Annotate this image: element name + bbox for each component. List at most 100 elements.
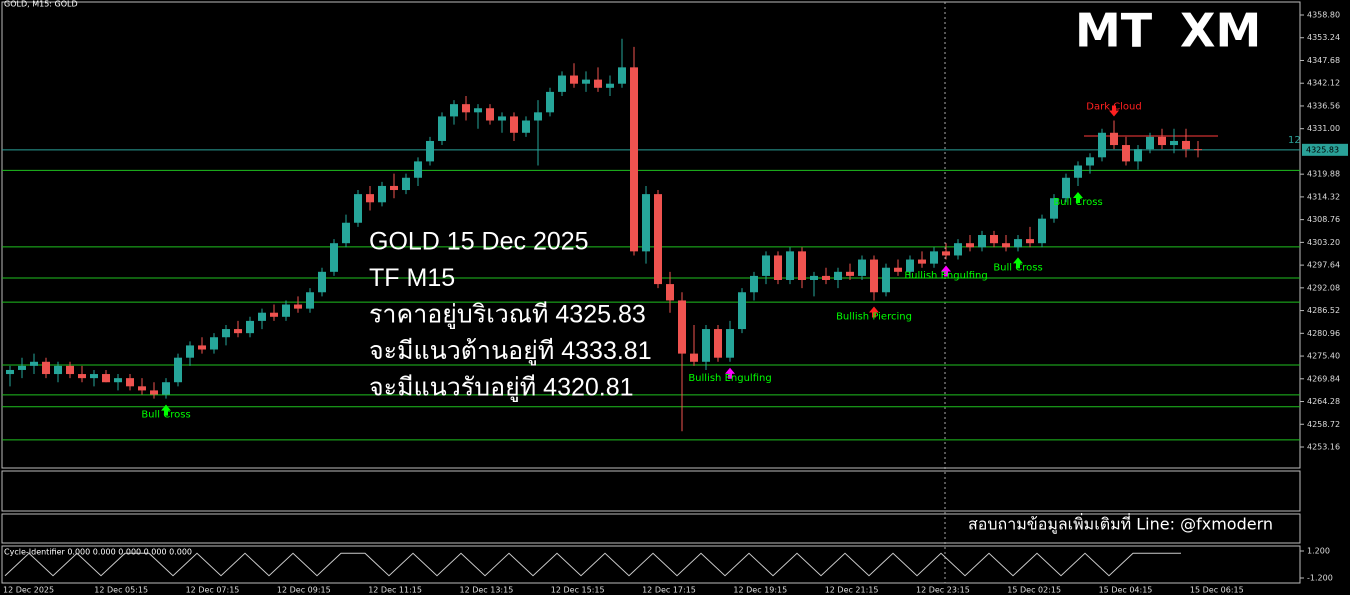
pattern-arrow [869, 306, 879, 318]
overlay-text: TF M15 [369, 264, 455, 292]
candle-body [546, 91, 554, 113]
candle-body [342, 222, 350, 244]
pattern-label: Bull Cross [141, 410, 190, 421]
candle-body [162, 382, 170, 395]
candle-body [234, 329, 242, 334]
candle-body [438, 116, 446, 141]
y-tick-label: 4308.76 [1307, 215, 1340, 224]
candle-body [630, 67, 638, 252]
candle-body [1134, 149, 1142, 162]
candle-body [750, 275, 758, 293]
candle-body [294, 304, 302, 309]
overlay-text: จะมีแนวรับอยู่ที 4320.81 [369, 374, 634, 403]
candle-body [6, 369, 14, 375]
candle-body [42, 361, 50, 375]
logo-xm: XM [1180, 4, 1261, 58]
candle-body [966, 243, 974, 248]
overlay-text: ราคาอยู่บริเวณที 4325.83 [369, 301, 646, 330]
x-tick-label: 12 Dec 19:15 [733, 586, 787, 595]
pattern-arrow [1109, 105, 1119, 117]
cycle-tick-label: -1.200 [1307, 574, 1333, 583]
footer-text: สอบถามข้อมูลเพิ่มเติมที่ Line: @fxmodern [968, 513, 1273, 535]
candle-body [1182, 140, 1190, 150]
candle-body [510, 116, 518, 133]
x-tick-label: 12 Dec 05:15 [94, 586, 148, 595]
pattern-arrow [725, 367, 735, 379]
y-tick-label: 4353.24 [1307, 33, 1340, 42]
candle-body [534, 112, 542, 121]
candle-body [762, 255, 770, 276]
x-tick-label: 12 Dec 09:15 [277, 586, 331, 595]
y-tick-label: 4275.40 [1307, 352, 1340, 361]
y-tick-label: 4303.20 [1307, 238, 1340, 247]
candle-body [354, 194, 362, 223]
x-tick-label: 15 Dec 02:15 [1007, 586, 1061, 595]
candle-body [726, 329, 734, 358]
overlay-text: GOLD 15 Dec 2025 [369, 228, 589, 256]
candle-body [690, 353, 698, 362]
pattern-label: Bullish Piercing [836, 311, 912, 322]
candle-body [1098, 132, 1106, 158]
x-tick-label: 12 Dec 17:15 [642, 586, 696, 595]
candle-body [774, 255, 782, 280]
x-tick-label: 12 Dec 11:15 [368, 586, 422, 595]
candle-body [1050, 198, 1058, 219]
candle-body [210, 337, 218, 350]
candle-body [474, 108, 482, 113]
candle-body [1074, 165, 1082, 178]
candle-body [1110, 132, 1118, 146]
candle-body [198, 345, 206, 350]
pattern-label: Bullish Engulfing [688, 373, 771, 384]
candle-body [366, 194, 374, 203]
candle-body [834, 271, 842, 280]
candle-body [594, 79, 602, 88]
candle-body [618, 67, 626, 84]
pattern-arrow [1013, 257, 1023, 269]
candle-body [150, 390, 158, 395]
pattern-arrow [161, 404, 171, 416]
candle-body [1002, 243, 1010, 248]
main-panel [1, 1, 1301, 469]
candle-body [66, 365, 74, 375]
candle-body [798, 251, 806, 280]
candle-body [954, 243, 962, 256]
last-price: 4325.83 [1306, 145, 1339, 154]
x-tick-label: 12 Dec 13:15 [460, 586, 514, 595]
candle-body [138, 386, 146, 391]
candle-body [1014, 239, 1022, 248]
y-tick-label: 4319.88 [1307, 170, 1340, 179]
y-tick-label: 4253.16 [1307, 443, 1340, 452]
candle-body [822, 275, 830, 280]
candle-body [942, 251, 950, 256]
symbol-header: GOLD, M15: GOLD [4, 0, 78, 9]
candle-body [1086, 157, 1094, 166]
candle-body [1062, 177, 1070, 199]
candle-body [330, 243, 338, 272]
x-tick-label: 12 Dec 07:15 [186, 586, 240, 595]
candle-body [78, 374, 86, 379]
price-tag [1302, 143, 1348, 156]
candle-body [678, 300, 686, 354]
pattern-arrow [1073, 191, 1083, 203]
y-tick-label: 4297.64 [1307, 261, 1340, 270]
cycle-tick-label: 1.200 [1307, 547, 1330, 556]
candle-body [462, 104, 470, 113]
candle-body [282, 304, 290, 317]
candle-body [522, 120, 530, 133]
candle-body [1158, 136, 1166, 146]
candle-body [930, 251, 938, 264]
y-tick-label: 4292.08 [1307, 283, 1340, 292]
candle-body [378, 185, 386, 203]
candle-body [906, 259, 914, 272]
candle-body [810, 275, 818, 280]
candle-body [18, 365, 26, 370]
pattern-label: Bullish Engulfing [904, 271, 987, 282]
candle-body [702, 329, 710, 362]
candle-body [654, 194, 662, 285]
x-tick-label: 12 Dec 21:15 [825, 586, 879, 595]
candle-body [186, 345, 194, 358]
candle-body [846, 271, 854, 276]
candle-body [402, 177, 410, 191]
candle-body [582, 79, 590, 84]
